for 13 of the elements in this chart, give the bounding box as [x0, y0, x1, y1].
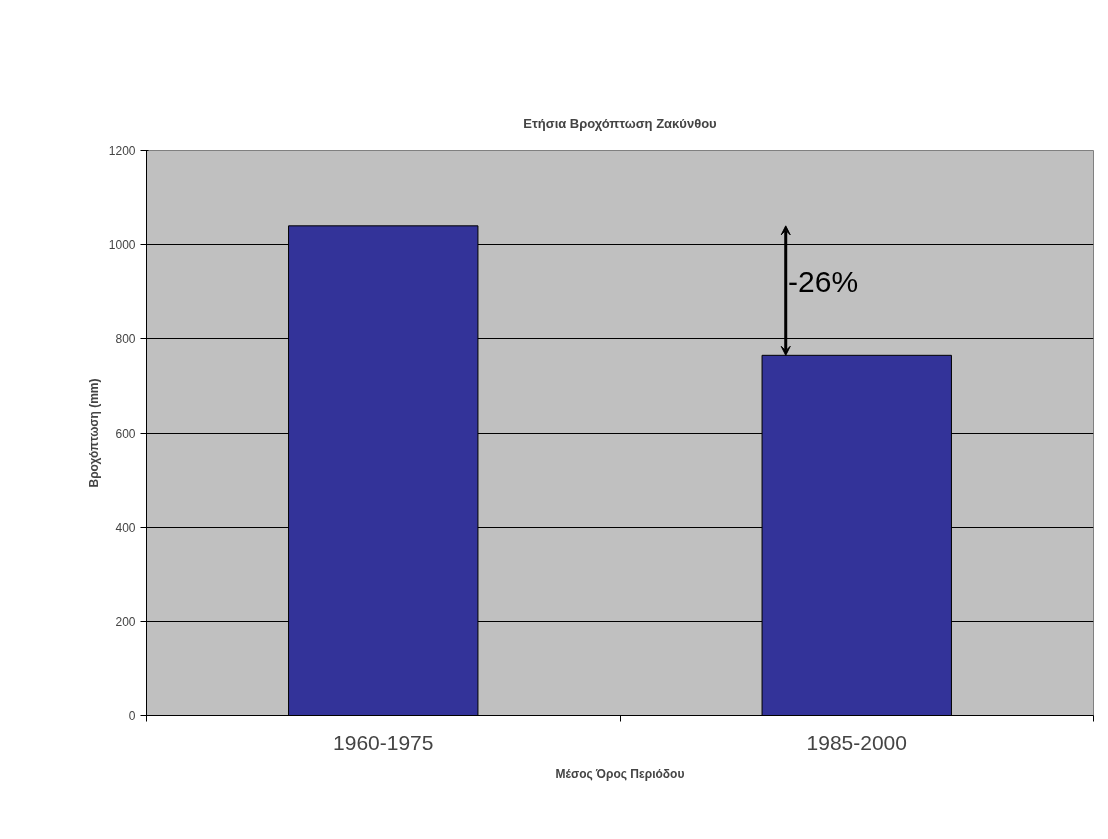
y-tick-label: 600	[115, 426, 136, 441]
y-tick-label: 1200	[108, 144, 136, 158]
annotation: -26%	[788, 264, 859, 298]
y-tick-label: 0	[128, 709, 136, 723]
chart-title: Ετήσια Βροχόπτωση Ζακύνθου	[523, 115, 718, 131]
y-tick-label: 1000	[108, 238, 136, 253]
y-tick-label: 800	[115, 332, 136, 347]
x-axis-title: Μέσος Όρος Περιόδου	[555, 766, 685, 781]
x-tick-label: 1985-2000	[806, 730, 907, 754]
y-axis-title: Βροχόπτωση (mm)	[86, 378, 101, 488]
y-tick-label: 200	[115, 614, 136, 629]
y-tick-label: 400	[115, 520, 136, 535]
x-tick-label: 1960-1975	[333, 730, 434, 754]
